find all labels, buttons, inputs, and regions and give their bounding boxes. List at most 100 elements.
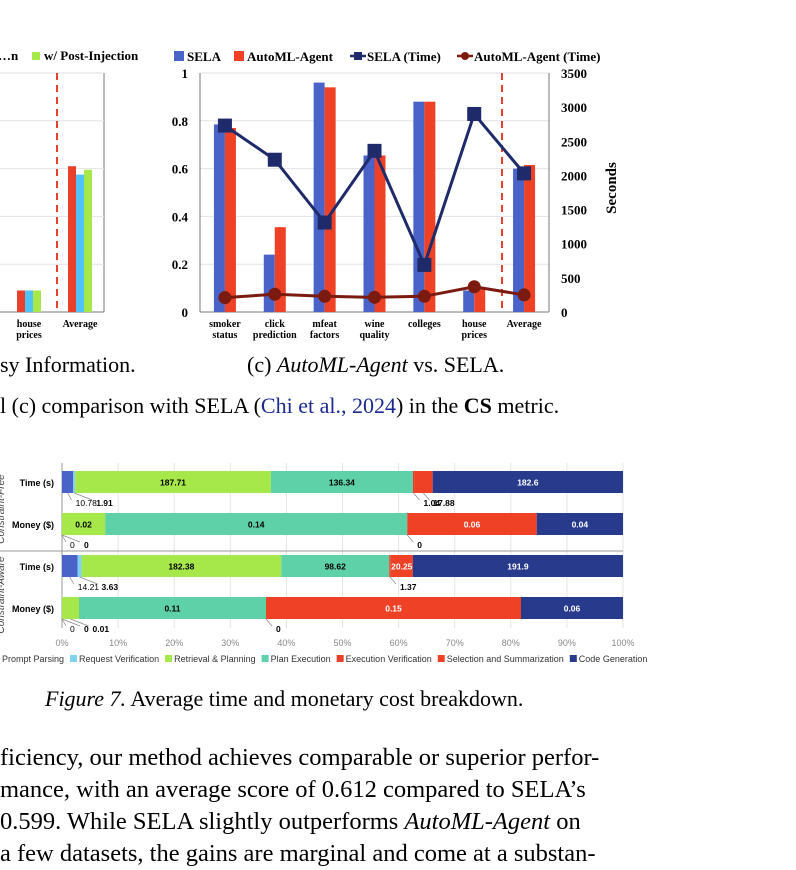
legend-swatch (32, 52, 40, 60)
x-tick-label: Average (507, 319, 542, 330)
y-tick-label: 0.4 (172, 209, 189, 224)
bar (213, 124, 225, 312)
y2-tick-label: 3500 (561, 66, 587, 81)
bar (224, 127, 236, 312)
callout-label: 10.78 (76, 498, 98, 508)
stacked-segment (62, 597, 79, 619)
x-tick-label: 30% (221, 638, 239, 648)
legend-label: SELA (187, 49, 222, 64)
x-tick-label: 50% (333, 638, 351, 648)
legend-swatch (437, 655, 445, 662)
callout-leader (413, 492, 420, 501)
line-marker-circle (268, 287, 282, 301)
chart-b-partial: house prices Average …n w/ Post-Injection (0, 48, 139, 341)
legend-label: AutoML-Agent (Time) (474, 49, 601, 64)
legend-swatch (234, 51, 244, 61)
stacked-segment (75, 471, 271, 493)
segment-label: 0.15 (385, 604, 402, 614)
stacked-segment (62, 471, 74, 493)
stacked-segment (407, 513, 537, 535)
segment-label: 191.9 (507, 562, 529, 572)
x-tick-label: wine quality (359, 319, 389, 341)
stacked-segment (77, 555, 82, 577)
bar (313, 82, 325, 312)
bar (513, 168, 525, 312)
legend-label: Prompt Parsing (2, 654, 64, 664)
bar (474, 288, 486, 312)
subcaption-c: (c) AutoML-Agent vs. SELA. (247, 352, 505, 377)
callout-label: 0.01 (93, 624, 110, 634)
row-label: Money ($) (12, 520, 54, 530)
line-marker-circle (467, 280, 481, 294)
segment-label: 187.71 (160, 478, 186, 488)
figure-7-cost-breakdown: 0% 10% 20% 30% 40% 50% 60% 70% 80% 90% 100% Constra… (0, 463, 647, 664)
callout-leader (61, 534, 81, 543)
segment-label: 0.04 (572, 520, 589, 530)
stacked-segment (432, 471, 623, 493)
subcaption-b: sy Information. (0, 352, 136, 377)
segment-label: 0.14 (248, 520, 265, 530)
stacked-segment (266, 597, 521, 619)
bar (76, 174, 84, 312)
callout-label: 0 (70, 540, 75, 550)
bar (263, 254, 275, 312)
legend-label: Request Verification (79, 654, 159, 664)
callout-leader (406, 534, 414, 543)
row-label: Time (s) (20, 478, 54, 488)
x-tick-label: click prediction (253, 319, 297, 341)
x-tick-label: 90% (558, 638, 576, 648)
citation-link[interactable]: Chi et al., 2024 (260, 393, 396, 418)
bar (324, 87, 336, 312)
body-line: a few datasets, the gains are marginal a… (0, 840, 596, 867)
y2-tick-label: 0 (561, 305, 568, 320)
legend-label: AutoML-Agent (247, 49, 334, 64)
stacked-segment (281, 555, 390, 577)
x-tick-label: smoker status (209, 319, 241, 341)
segment-label: 182.6 (517, 478, 539, 488)
stacked-segment (414, 471, 433, 493)
group-label: Constraint-Free (0, 474, 7, 544)
line-marker-circle (368, 290, 381, 304)
segment-label: 0.06 (564, 604, 581, 614)
y2-axis-label: Seconds (604, 162, 620, 214)
bar (25, 290, 33, 312)
chart-c-automl-vs-sela: 0 0.2 0.4 0.6 0.8 1 0 500 1000 1500 2000 2500 3000 35… (172, 49, 620, 341)
line-marker-circle (318, 289, 332, 303)
callout-leader (423, 492, 430, 501)
x-tick-label: 0% (55, 638, 68, 648)
callout-label: 3.63 (102, 582, 119, 592)
body-line: mance, with an average score of 0.612 co… (0, 776, 586, 803)
figure-7-caption: Figure 7. Average time and monetary cost… (45, 686, 524, 711)
x-tick-label: 60% (390, 638, 408, 648)
bar (463, 290, 475, 312)
bar (524, 165, 536, 312)
callout-label: 0 (70, 624, 75, 634)
y2-tick-label: 3000 (561, 100, 587, 115)
callout-leader (79, 576, 98, 585)
stacked-segment (105, 513, 408, 535)
legend-marker (354, 52, 362, 60)
legend-marker (461, 52, 469, 60)
bar (84, 169, 92, 312)
segment-label: 182.38 (168, 562, 194, 572)
x-tick-label: Average (63, 319, 98, 330)
line-marker-square (517, 166, 532, 181)
y2-tick-label: 1500 (561, 203, 587, 218)
legend-label: SELA (Time) (367, 49, 441, 64)
segment-label: 136.34 (329, 478, 355, 488)
line-marker-circle (218, 291, 232, 305)
y-tick-label: 0 (182, 305, 189, 320)
y-tick-label: 0.2 (172, 257, 188, 272)
group-label: Constraint-Aware (0, 556, 7, 634)
stacked-segment (79, 597, 266, 619)
stacked-segment (81, 555, 282, 577)
legend-label: …n (0, 48, 19, 63)
bar (68, 166, 76, 312)
x-tick-label: 70% (446, 638, 464, 648)
x-tick-label: 100% (611, 638, 634, 648)
x-tick-label: 20% (165, 638, 183, 648)
line-marker-circle (517, 288, 531, 302)
legend-label: Selection and Summarization (447, 654, 564, 664)
y-tick-label: 0.6 (172, 162, 189, 177)
line-marker-square (217, 118, 232, 133)
